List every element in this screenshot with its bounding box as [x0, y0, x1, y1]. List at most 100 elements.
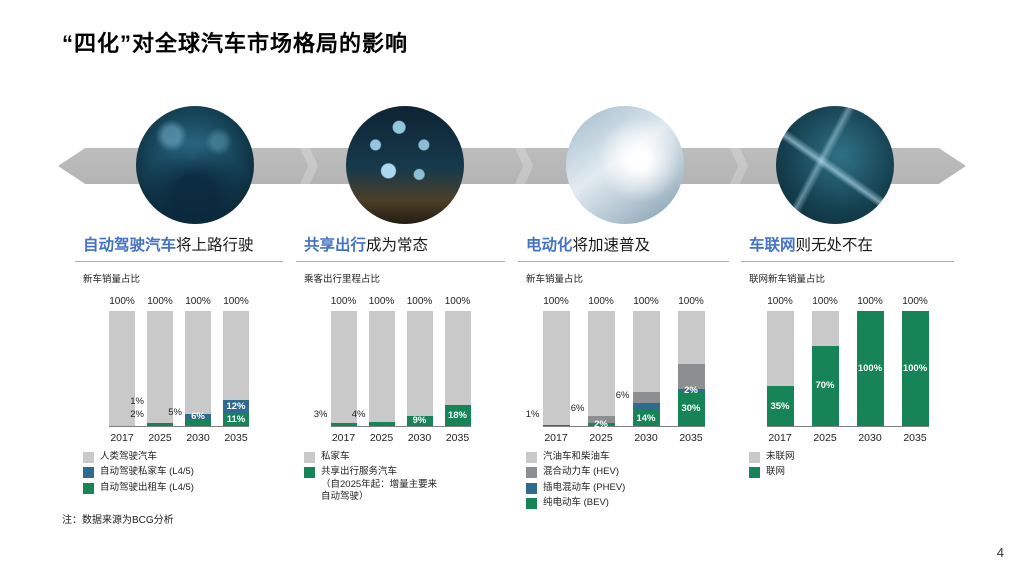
bar-2025: 4% 100% 2025 [352, 296, 395, 444]
bar-segment-gray [542, 311, 570, 425]
bar-segment-darkgray [587, 415, 615, 423]
year-label: 2035 [679, 432, 703, 445]
chevron-divider-icon [515, 148, 533, 184]
year-label: 2035 [903, 432, 927, 445]
year-label: 2025 [148, 432, 172, 445]
bar-segment-green [811, 345, 839, 427]
year-label: 2030 [186, 432, 210, 445]
bar-segment-gray [109, 311, 135, 427]
chart-legend: 人类驾驶汽车 自动驾驶私家车 (L4/5) 自动驾驶出租车 (L4/5) [75, 451, 283, 494]
bar-total-label: 100% [444, 296, 471, 308]
heading-rest: 成为常态 [366, 237, 429, 254]
bar-2035: 18% 100% 2035 [444, 296, 471, 444]
legend-item: 汽油车和柴油车 [526, 451, 729, 464]
year-label: 2017 [768, 432, 792, 445]
legend-item: 人类驾驶汽车 [83, 451, 283, 464]
legend-label: 自动驾驶私家车 (L4/5) [100, 466, 194, 478]
bar-chart-electrification: 1% 100% 2017 2% 6% 100% 2025 14% 6% 100% 2030 30% 2%… [526, 296, 705, 444]
legend-item: 联网 [749, 466, 954, 479]
year-label: 2035 [224, 432, 248, 445]
axis-label: 联网新车销量占比 [749, 274, 826, 286]
photo-shared-mobility-city [346, 106, 464, 224]
bar-total-label: 100% [678, 296, 704, 308]
bar-segment-darkgray [677, 364, 705, 390]
legend-item: 纯电动车 (BEV) [526, 497, 729, 510]
legend-swatch-gray [749, 452, 760, 464]
legend-swatch-gray [526, 452, 537, 464]
section-heading: 车联网则无处不在 [741, 236, 954, 263]
legend-label: 纯电动车 (BEV) [543, 497, 609, 509]
bar-segment-green [632, 410, 660, 427]
bar-chart-connectivity: 35% 100% 2017 70% 100% 2025 100% 100% 2030 100% 10… [766, 296, 929, 444]
section-autonomous-driving: 自动驾驶汽车将上路行驶 新车销量占比 100% 2017 2% 1% 100% 2025 5… [75, 236, 283, 536]
bar-2025: 70% 100% 2025 [811, 296, 839, 444]
legend-label: 私家车 [321, 451, 350, 463]
year-label: 2017 [331, 432, 356, 445]
bar-total-label: 100% [633, 296, 659, 308]
bar-segment-blue [185, 413, 211, 421]
section-heading: 共享出行成为常态 [296, 236, 505, 263]
bar-segment-gray [766, 311, 794, 386]
legend-swatch-gray [304, 452, 315, 464]
year-label: 2035 [445, 432, 470, 445]
bar-total-label: 100% [857, 296, 883, 308]
bar-segment-gray [632, 311, 660, 392]
bar-total-label: 100% [406, 296, 433, 308]
bar-segment-blue [632, 403, 660, 411]
heading-rest: 则无处不在 [795, 237, 874, 254]
legend-item: 自动驾驶出租车 (L4/5) [83, 482, 283, 494]
bar-segment-gray [223, 311, 249, 400]
heading-rest: 将加速普及 [572, 237, 651, 254]
bar-2030: 5% 6% 100% 2030 [168, 296, 211, 444]
bar-value-label: 6% [615, 390, 630, 402]
bar-segment-gray [406, 311, 433, 416]
bar-segment-blue [677, 389, 705, 392]
bar-value-label: 6% [570, 402, 585, 414]
legend-swatch-blue [83, 467, 94, 479]
bar-chart-shared-mobility: 3% 100% 2017 4% 100% 2025 9% 100% 2030 18% 100% 203… [314, 296, 471, 444]
legend-item: 共享出行服务汽车 （自2025年起：增量主要来 自动驾驶） [304, 466, 505, 503]
bar-total-label: 100% [543, 296, 569, 308]
bar-value-label: 2% [130, 409, 144, 421]
chart-legend: 私家车 共享出行服务汽车 （自2025年起：增量主要来 自动驾驶） [296, 451, 505, 503]
bar-value-label: 3% [313, 409, 328, 421]
section-heading: 电动化将加速普及 [518, 236, 729, 263]
bar-segment-green [406, 415, 433, 427]
bar-2030: 100% 100% 2030 [856, 296, 884, 444]
chevron-divider-icon [300, 148, 318, 184]
heading-keyword: 共享出行 [304, 237, 367, 254]
legend-label: 汽油车和柴油车 [543, 451, 610, 463]
legend-label: 联网 [766, 466, 786, 478]
bar-2030: 14% 6% 100% 2030 [616, 296, 660, 444]
year-label: 2025 [589, 432, 613, 445]
bar-total-label: 100% [588, 296, 614, 308]
slide-title: “四化”对全球汽车市场格局的影响 [62, 31, 409, 56]
bar-segment-gray [185, 311, 211, 414]
chevron-divider-icon [730, 148, 748, 184]
chart-legend: 未联网 联网 [741, 451, 954, 479]
bar-chart-autonomous: 100% 2017 2% 1% 100% 2025 5% 6% 100% 2030 11% 12% 10… [109, 296, 249, 444]
year-label: 2030 [407, 432, 432, 445]
bar-segment-green [542, 425, 570, 427]
bar-2035: 11% 12% 100% 2035 [223, 296, 249, 444]
heading-keyword: 自动驾驶汽车 [83, 237, 177, 254]
axis-label: 新车销量占比 [83, 274, 141, 286]
bar-2035: 100% 100% 2035 [901, 296, 929, 444]
legend-swatch-green [83, 482, 94, 494]
bar-value-label: 1% [525, 409, 540, 421]
source-note: 注：数据来源为BCG分析 [62, 515, 174, 526]
legend-label: 混合动力车 (HEV) [543, 466, 620, 478]
bar-value-label: 4% [351, 408, 366, 420]
bar-segment-darkgray [632, 391, 660, 404]
legend-item: 混合动力车 (HEV) [526, 466, 729, 479]
bar-total-label: 100% [330, 296, 357, 308]
legend-swatch-green [749, 467, 760, 479]
year-label: 2025 [813, 432, 837, 445]
bar-2017: 100% 2017 [109, 296, 135, 444]
bar-segment-blue [223, 399, 249, 414]
bar-segment-gray [444, 311, 471, 406]
year-label: 2017 [544, 432, 568, 445]
section-shared-mobility: 共享出行成为常态 乘客出行里程占比 3% 100% 2017 4% 100% 2025 9%… [296, 236, 505, 536]
bar-value-label: 5% [168, 407, 182, 419]
